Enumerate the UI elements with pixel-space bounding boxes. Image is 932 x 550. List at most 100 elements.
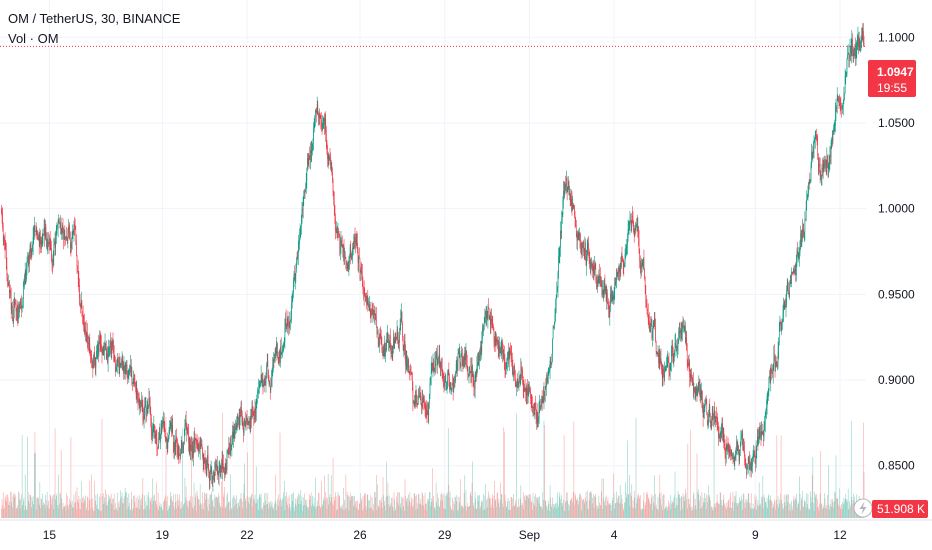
lightning-icon[interactable]: [853, 498, 873, 518]
candle-body: [157, 447, 158, 449]
candle-body: [636, 224, 638, 228]
volume-bar: [516, 413, 517, 518]
candle-body: [643, 258, 645, 270]
candle-body: [332, 179, 334, 193]
candle-body: [861, 36, 863, 39]
volume-bar: [303, 497, 305, 518]
volume-bar: [93, 510, 94, 518]
symbol-title[interactable]: OM / TetherUS, 30, BINANCE: [8, 11, 181, 26]
volume-bar: [669, 509, 671, 518]
volume-indicator-title[interactable]: Vol · OM: [8, 31, 59, 46]
volume-bar: [334, 496, 336, 518]
volume-bar: [148, 497, 150, 518]
candle-body: [120, 363, 122, 365]
volume-bar: [87, 497, 89, 518]
candle-body: [405, 351, 406, 366]
candle-body: [3, 237, 5, 241]
volume-bar: [86, 507, 88, 518]
volume-bar: [508, 509, 509, 518]
candle-body: [376, 316, 377, 328]
candle-body: [711, 413, 713, 420]
volume-bar: [273, 506, 275, 518]
candle-body: [768, 391, 769, 394]
candle-body: [586, 255, 587, 266]
volume-bar: [347, 495, 349, 518]
volume-bar: [219, 502, 220, 518]
candle-body: [365, 295, 366, 299]
candle-body: [699, 385, 701, 398]
candle-body: [433, 363, 434, 371]
volume-bar: [114, 509, 116, 518]
volume-bar: [522, 504, 523, 518]
volume-bar: [593, 494, 594, 518]
volume-bar: [559, 492, 561, 518]
candle-body: [638, 238, 640, 253]
volume-bar: [709, 494, 711, 518]
candle-body: [624, 254, 626, 267]
candle-body: [459, 350, 461, 363]
volume-bar: [449, 497, 450, 518]
candle-body: [71, 243, 72, 249]
candle-body: [433, 368, 435, 371]
volume-bar: [480, 500, 482, 518]
volume-bar: [735, 491, 737, 518]
volume-bar: [10, 491, 11, 518]
candle-body: [264, 381, 266, 386]
volume-bar: [185, 486, 187, 518]
volume-bar: [640, 508, 642, 518]
volume-bar: [816, 493, 817, 518]
candle-body: [68, 226, 70, 229]
candle-body: [559, 247, 561, 256]
candle-body: [740, 436, 742, 442]
candle-body: [804, 219, 806, 233]
candle-body: [596, 276, 597, 282]
volume-bar: [276, 509, 277, 518]
candle-body: [851, 39, 853, 47]
volume-bar: [685, 492, 687, 518]
candle-body: [857, 40, 858, 46]
candle-body: [558, 255, 559, 273]
volume-bar: [835, 455, 837, 518]
volume-bar: [715, 502, 717, 518]
volume-bar: [393, 510, 394, 518]
candle-body: [700, 390, 702, 394]
volume-bar: [99, 496, 100, 518]
candle-body: [447, 370, 449, 373]
candle-body: [212, 476, 213, 483]
volume-bar: [840, 508, 842, 518]
volume-bar: [7, 497, 9, 518]
candle-body: [260, 375, 262, 383]
candle-body: [599, 273, 600, 284]
candle-body: [622, 260, 624, 265]
volume-bar: [60, 450, 62, 518]
candle-body: [688, 362, 690, 370]
volume-bar: [323, 497, 325, 518]
candle-body: [627, 238, 628, 245]
volume-bar: [707, 495, 709, 518]
candle-body: [772, 364, 774, 375]
volume-bar: [451, 509, 452, 518]
volume-bar: [107, 500, 109, 518]
candle-body: [171, 424, 173, 433]
candle-body: [250, 417, 252, 429]
candle-body: [354, 237, 355, 243]
volume-bar: [619, 485, 621, 518]
volume-bar: [483, 493, 484, 518]
volume-bar: [611, 510, 612, 518]
candle-body: [488, 308, 490, 320]
candle-body: [281, 352, 283, 353]
candle-body: [744, 456, 746, 463]
volume-bar: [722, 499, 724, 518]
volume-bar: [168, 505, 170, 518]
volume-bar: [18, 492, 20, 518]
volume-bar: [342, 509, 344, 518]
price-tick-label: 1.0500: [878, 116, 915, 130]
volume-bar: [470, 491, 472, 518]
candle-body: [611, 293, 612, 301]
candle-body: [125, 366, 127, 370]
candle-body: [528, 387, 530, 394]
candle-body: [529, 389, 531, 393]
volume-bar: [766, 498, 768, 518]
volume-bar: [478, 495, 480, 518]
